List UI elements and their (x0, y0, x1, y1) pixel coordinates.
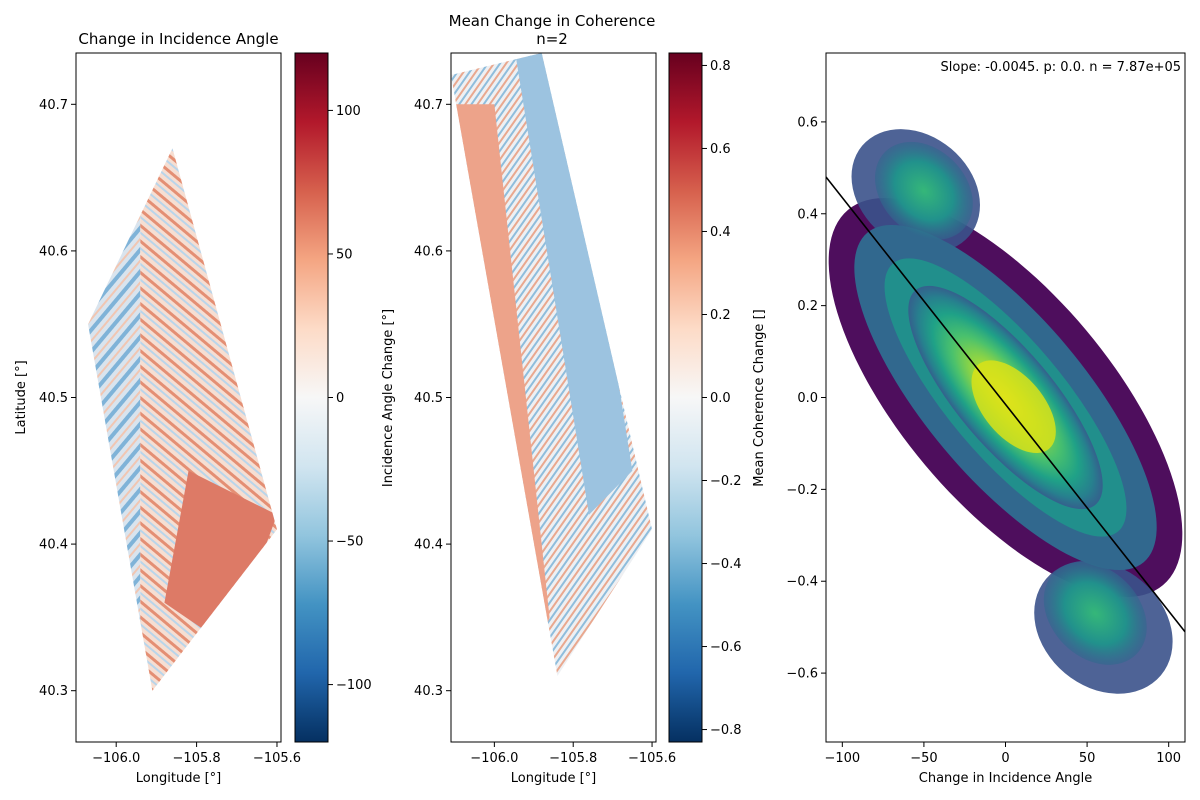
colorbar-tick-label: 0.6 (710, 142, 731, 157)
colorbar-tick-label: 0.2 (710, 308, 731, 323)
colorbar-tick-label: −0.8 (710, 723, 742, 738)
x-tick-label: −100 (824, 751, 860, 766)
axis-ticks: −100 −50 0 50 100 0.6 0.4 0.2 0.0 −0.2 −0.4 −0.6 (786, 115, 1181, 766)
y-axis-label: Latitude [°] (14, 360, 29, 434)
x-tick-label: 100 (1156, 751, 1181, 766)
axis-ticks: −106.0 −105.8 −105.6 40.3 40.4 40.5 40.6 40.7 (39, 98, 301, 766)
density-region (971, 360, 1056, 454)
x-tick-label: −106.0 (470, 751, 518, 766)
x-tick-label: −105.8 (173, 751, 221, 766)
x-tick-label: 50 (1079, 751, 1096, 766)
x-tick-label: −106.0 (92, 751, 140, 766)
colorbar-tick-label: 50 (336, 247, 353, 262)
raster-region (164, 470, 277, 647)
panel-histogram: −100 −50 0 50 100 0.6 0.4 0.2 0.0 −0.2 −0.4 −0.6 Ch… (786, 52, 1186, 786)
colorbar-label: Mean Coherence Change [] (752, 309, 767, 486)
colorbar (294, 52, 329, 743)
y-tick-label: 0.6 (797, 115, 818, 130)
y-tick-label: 40.5 (414, 391, 443, 406)
colorbar-ticks: 0.8 0.6 0.4 0.2 0.0 −0.2 −0.4 −0.6 −0.8 (702, 59, 742, 738)
raster-region (514, 53, 633, 515)
coherence-change-map (451, 53, 653, 677)
x-tick-label: −50 (910, 751, 937, 766)
colorbar-tick-label: −0.4 (710, 557, 742, 572)
colorbar-tick-label: 0 (336, 391, 344, 406)
chart-subtitle: n=2 (536, 30, 568, 48)
x-axis-label: Longitude [°] (511, 771, 596, 786)
chart-title: Change in Incidence Angle (78, 30, 278, 48)
density-region (874, 141, 973, 240)
colorbar-tick-label: 100 (336, 104, 361, 119)
y-tick-label: 40.5 (39, 391, 68, 406)
colorbar-label: Incidence Angle Change [°] (381, 309, 396, 487)
colorbar-tick-label: −100 (336, 678, 372, 693)
y-tick-label: 40.3 (39, 684, 68, 699)
colorbar-tick-label: −50 (336, 535, 363, 550)
y-tick-label: 0.0 (797, 391, 818, 406)
x-tick-label: −105.8 (549, 751, 597, 766)
chart-title: Mean Change in Coherence (449, 12, 656, 30)
map-raster (451, 53, 653, 677)
y-tick-label: 0.2 (797, 299, 818, 314)
map-raster (88, 148, 277, 691)
colorbar-tick-label: 0.8 (710, 59, 731, 74)
regression-annotation: Slope: -0.0045. p: 0.0. n = 7.87e+05 (941, 60, 1182, 75)
y-tick-label: 40.4 (414, 538, 443, 553)
density-region (1043, 561, 1147, 665)
raster-region (140, 148, 277, 691)
y-tick-label: −0.4 (786, 575, 818, 590)
incidence-angle-map (88, 148, 277, 691)
y-tick-label: −0.2 (786, 483, 818, 498)
colorbar-tick-label: 0.0 (710, 391, 731, 406)
density-histogram (828, 129, 1183, 694)
colorbar (668, 52, 703, 743)
x-tick-label: 0 (1001, 751, 1009, 766)
y-tick-label: 40.6 (39, 244, 68, 259)
x-tick-label: −105.6 (253, 751, 301, 766)
y-tick-label: 0.4 (797, 207, 818, 222)
panel-coherence: −106.0 −105.8 −105.6 40.3 40.4 40.5 40.6 40.7 M… (414, 12, 767, 786)
x-axis-label: Longitude [°] (136, 771, 221, 786)
colorbar-tick-label: −0.2 (710, 474, 742, 489)
y-tick-label: −0.6 (786, 667, 818, 682)
colorbar-tick-label: −0.6 (710, 640, 742, 655)
fit-line (826, 176, 1185, 633)
y-tick-label: 40.7 (414, 98, 443, 113)
colorbar-tick-label: 0.4 (710, 225, 731, 240)
panel-incidence-angle: −106.0 −105.8 −105.6 40.3 40.4 40.5 40.6 40.7 C… (14, 30, 396, 786)
y-tick-label: 40.4 (39, 538, 68, 553)
y-tick-label: 40.7 (39, 98, 68, 113)
x-axis-label: Change in Incidence Angle (919, 771, 1092, 786)
y-tick-label: 40.6 (414, 244, 443, 259)
y-tick-label: 40.3 (414, 684, 443, 699)
x-tick-label: −105.6 (628, 751, 676, 766)
colorbar-ticks: 100 50 0 −50 −100 (328, 104, 372, 693)
axis-ticks: −106.0 −105.8 −105.6 40.3 40.4 40.5 40.6 40.7 (414, 98, 676, 766)
